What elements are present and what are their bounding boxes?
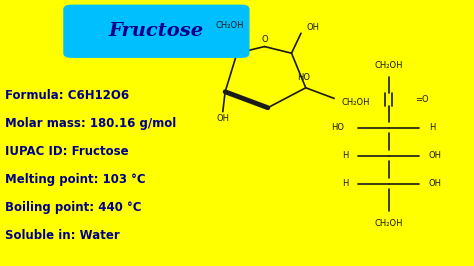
Text: H: H — [342, 151, 348, 160]
Text: CH₂OH: CH₂OH — [341, 98, 370, 107]
Text: OH: OH — [429, 179, 442, 188]
Text: CH₂OH: CH₂OH — [374, 61, 403, 70]
Text: H: H — [342, 179, 348, 188]
FancyBboxPatch shape — [64, 5, 249, 57]
Text: Molar mass: 180.16 g/mol: Molar mass: 180.16 g/mol — [5, 117, 176, 130]
Text: =O: =O — [415, 95, 428, 104]
Text: Boiling point: 440 °C: Boiling point: 440 °C — [5, 201, 141, 214]
Text: O: O — [261, 35, 268, 44]
Text: OH: OH — [306, 23, 319, 32]
Text: Fructose: Fructose — [109, 22, 204, 40]
Text: HO: HO — [331, 123, 344, 132]
Text: OH: OH — [429, 151, 442, 160]
Text: CH₂OH: CH₂OH — [216, 21, 244, 30]
Text: Formula: C6H12O6: Formula: C6H12O6 — [5, 89, 129, 102]
Text: HO: HO — [297, 73, 310, 82]
Text: OH: OH — [216, 114, 229, 123]
Text: IUPAC ID: Fructose: IUPAC ID: Fructose — [5, 145, 128, 158]
Text: CH₂OH: CH₂OH — [374, 219, 403, 228]
Text: Melting point: 103 °C: Melting point: 103 °C — [5, 173, 146, 186]
Text: H: H — [429, 123, 435, 132]
Text: Soluble in: Water: Soluble in: Water — [5, 229, 119, 242]
